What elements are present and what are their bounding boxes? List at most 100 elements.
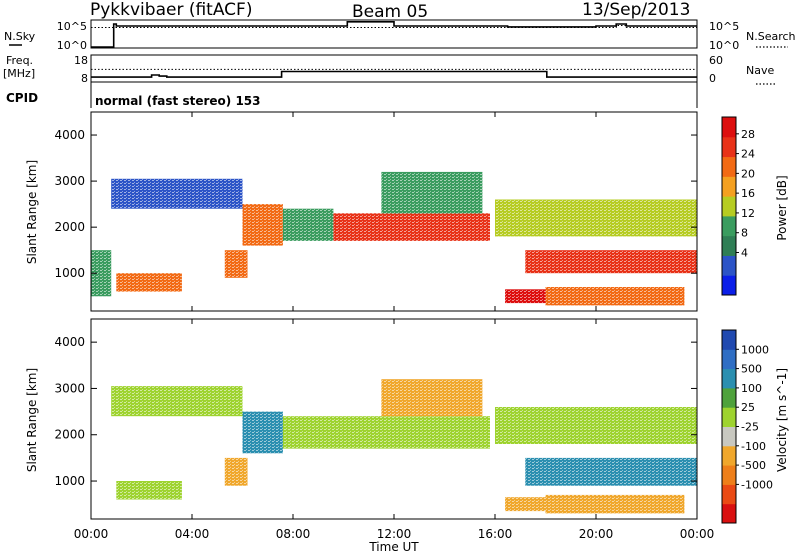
power-heatmap-cell-texture [242, 204, 283, 246]
freq-tick-high: 18 [74, 54, 88, 67]
power-heatmap-cell-texture [91, 250, 112, 297]
velocity-heatmap-cell-texture [545, 494, 685, 514]
time-tick-label: 16:00 [478, 527, 513, 541]
power-colorbar-swatch [722, 117, 736, 138]
freq-tick-low: 8 [81, 72, 88, 85]
velocity-heatmap-cell-texture [495, 407, 697, 444]
power-colorbar-label: Power [dB] [775, 175, 789, 240]
velocity-colorbar-swatch [722, 349, 736, 370]
power-colorbar-frame [721, 116, 737, 296]
time-tick-label: 08:00 [276, 527, 311, 541]
velocity-colorbar-tick-label: -100 [741, 440, 766, 453]
power-colorbar-swatch [722, 215, 736, 237]
power-colorbar-swatch [722, 255, 736, 276]
velocity-colorbar: 1000 500 100 25 -25 -100 -500 -1000 [721, 329, 773, 524]
velocity-colorbar-swatch [722, 387, 736, 408]
power-heatmap-cell-texture [495, 199, 697, 237]
velocity-heatmap-cell-texture [505, 497, 546, 512]
nsky-tick-low: 10^0 [57, 39, 87, 52]
velocity-colorbar-swatch [722, 426, 736, 447]
time-tick-label: 20:00 [579, 527, 614, 541]
time-tick-label: 00:00 [74, 527, 109, 541]
power-heatmap-cell-texture [111, 178, 243, 209]
range-tick-label: 1000 [54, 266, 85, 280]
power-colorbar-swatch [722, 136, 736, 158]
beam-title: Beam 05 [352, 2, 428, 22]
power-colorbar-tick-label: 24 [741, 148, 755, 161]
velocity-heatmap-cell-texture [116, 481, 182, 500]
nsearch-tick-high: 10^5 [709, 20, 739, 33]
range-tick-label: 3000 [54, 381, 85, 395]
power-colorbar-swatch [722, 176, 736, 197]
velocity-ylabel: Slant Range [km] [25, 368, 39, 472]
nave-label: Nave [746, 64, 774, 77]
velocity-colorbar-swatch [722, 503, 736, 524]
velocity-heatmap [111, 379, 697, 514]
power-yaxis: 4000 3000 2000 1000 [54, 128, 697, 280]
velocity-colorbar-swatch [722, 368, 736, 389]
velocity-yaxis: 4000 3000 2000 1000 [54, 335, 697, 488]
power-heatmap-cell-texture [525, 250, 697, 274]
velocity-colorbar-tick-label: 100 [741, 382, 762, 395]
velocity-colorbar-swatch [722, 445, 736, 466]
time-tick-label: 00:00 [680, 527, 715, 541]
freq-panel-frame [90, 54, 698, 83]
power-heatmap-cell-texture [545, 287, 685, 306]
nsearch-tick-low: 10^0 [709, 39, 739, 52]
power-heatmap-cell-texture [505, 289, 546, 304]
date-title: 13/Sep/2013 [582, 0, 690, 20]
range-tick-label: 1000 [54, 474, 85, 488]
power-colorbar-tick-label: 20 [741, 167, 755, 180]
power-ylabel: Slant Range [km] [25, 160, 39, 264]
nsky-tick-high: 10^5 [57, 20, 87, 33]
range-tick-label: 2000 [54, 220, 85, 234]
power-colorbar-swatch [722, 275, 736, 296]
velocity-heatmap-cell-texture [111, 386, 243, 417]
velocity-colorbar-tick-label: -25 [741, 421, 759, 434]
velocity-colorbar-tick-label: 1000 [741, 343, 769, 356]
freq-label: Freq. [6, 54, 33, 67]
velocity-colorbar-tick-label: 25 [741, 401, 755, 414]
freq-series-line [91, 70, 697, 78]
velocity-colorbar-swatch [722, 484, 736, 505]
nsearch-series-line [91, 25, 697, 28]
velocity-heatmap-cell-texture [525, 457, 697, 486]
power-colorbar-tick-label: 28 [741, 128, 755, 141]
velocity-heatmap-cell-texture [282, 416, 490, 449]
time-tick-label: 12:00 [377, 527, 412, 541]
power-heatmap [91, 171, 697, 306]
cpid-mode: normal (fast stereo) 153 [95, 94, 261, 108]
power-colorbar-tick-label: 12 [741, 207, 755, 220]
velocity-colorbar-tick-label: -1000 [741, 478, 773, 491]
range-tick-label: 4000 [54, 335, 85, 349]
velocity-colorbar-label: Velocity [m s^-1] [775, 368, 789, 472]
power-heatmap-cell-texture [116, 273, 182, 292]
range-tick-label: 2000 [54, 428, 85, 442]
velocity-heatmap-cell-texture [224, 457, 248, 486]
velocity-colorbar-swatch [722, 330, 736, 350]
velocity-heatmap-cell-texture [381, 379, 483, 417]
power-heatmap-cell-texture [282, 208, 334, 241]
power-colorbar-swatch [722, 156, 736, 177]
power-colorbar: 28 24 20 16 12 8 4 [721, 116, 755, 296]
xaxis-title: Time UT [368, 540, 419, 554]
power-heatmap-cell-texture [381, 171, 483, 214]
velocity-colorbar-tick-label: 500 [741, 363, 762, 376]
range-tick-label: 4000 [54, 128, 85, 142]
power-colorbar-tick-label: 16 [741, 187, 755, 200]
cpid-label: CPID [6, 91, 38, 105]
power-heatmap-cell-texture [333, 213, 490, 241]
time-axis: 00:00 04:00 08:00 12:00 16:00 20:00 00:00 [74, 112, 715, 541]
nsky-label: N.Sky [4, 30, 36, 43]
power-heatmap-cell-texture [224, 250, 248, 278]
velocity-colorbar-swatch [722, 407, 736, 427]
time-tick-label: 04:00 [175, 527, 210, 541]
nave-tick-high: 60 [709, 54, 723, 67]
range-tick-label: 3000 [54, 174, 85, 188]
nsky-panel-frame [90, 19, 698, 49]
power-colorbar-tick-label: 8 [741, 227, 748, 240]
velocity-heatmap-cell-texture [242, 411, 283, 454]
nsky-series-line [91, 20, 697, 48]
